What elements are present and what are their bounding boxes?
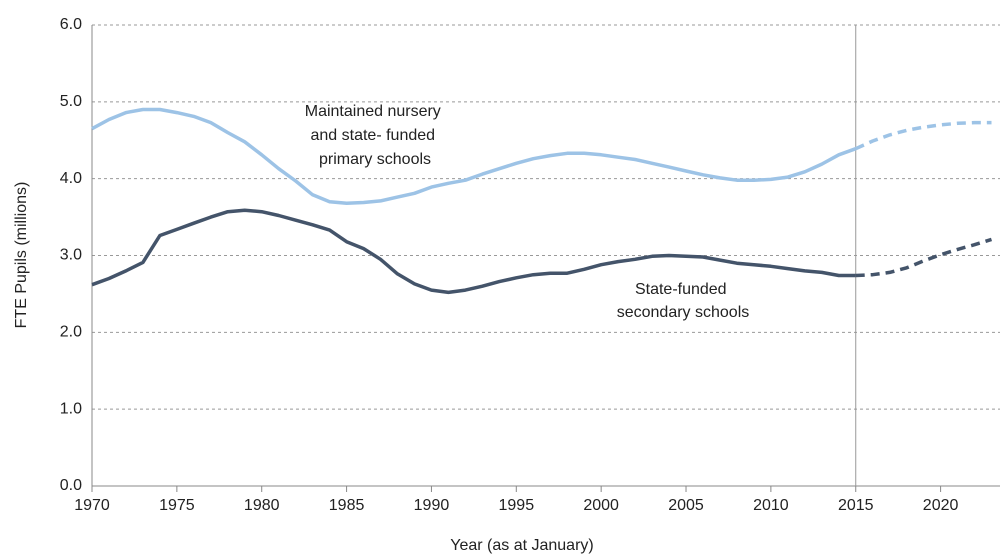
- y-tick-label: 6.0: [60, 16, 82, 33]
- y-tick-label: 4.0: [60, 170, 82, 187]
- x-tick-label: 1995: [499, 497, 535, 514]
- x-tick-label: 2020: [923, 497, 959, 514]
- y-tick-label: 0.0: [60, 477, 82, 494]
- series-line: [91, 107, 857, 206]
- series-label: State-funded secondary schools: [617, 281, 750, 321]
- label-line: State-funded: [635, 281, 727, 298]
- label-line: secondary schools: [617, 304, 750, 321]
- series-projection: [855, 237, 993, 278]
- x-tick-label: 2005: [668, 497, 704, 514]
- y-tick-label: 5.0: [60, 93, 82, 110]
- label-line: primary schools: [319, 151, 431, 168]
- x-tick-label: 2010: [753, 497, 789, 514]
- x-axis-label: Year (as at January): [450, 537, 593, 554]
- series-label: Maintained nursery and state- funded pri…: [305, 103, 446, 168]
- y-tick-label: 3.0: [60, 247, 82, 264]
- y-axis-label: FTE Pupils (millions): [13, 182, 30, 329]
- y-tick-label: 2.0: [60, 324, 82, 341]
- x-tick-label: 1970: [74, 497, 110, 514]
- series-projection: [854, 120, 992, 151]
- y-tick-label: 1.0: [60, 400, 82, 417]
- x-tick-label: 1990: [414, 497, 450, 514]
- x-tick-label: 1985: [329, 497, 365, 514]
- x-tick-label: 1980: [244, 497, 280, 514]
- x-tick-label: 1975: [159, 497, 195, 514]
- label-line: Maintained nursery: [305, 103, 441, 120]
- x-tick-label: 2000: [583, 497, 619, 514]
- x-tick-label: 2015: [838, 497, 874, 514]
- series-line: [91, 208, 856, 295]
- label-line: and state- funded: [311, 127, 436, 144]
